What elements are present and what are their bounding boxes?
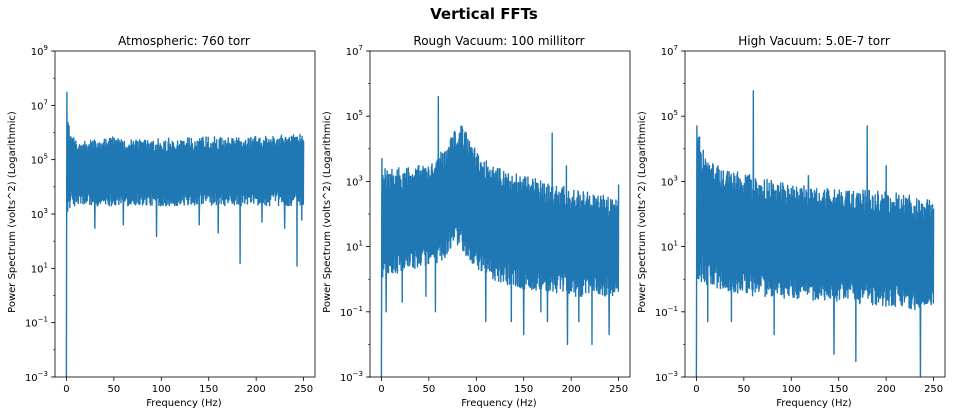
x-tick-label: 50 — [107, 384, 120, 395]
x-axis-label: Frequency (Hz) — [776, 398, 852, 409]
y-tick-label: 10−1 — [655, 305, 678, 319]
spectrum-line — [380, 95, 620, 377]
x-tick-label: 100 — [782, 384, 801, 395]
y-axis-label: Power Spectrum (volts^2) (Logarithmic) — [637, 111, 648, 313]
x-tick-label: 0 — [693, 384, 699, 395]
x-tick-label: 100 — [467, 384, 486, 395]
y-tick-label: 105 — [346, 109, 363, 123]
x-tick-label: 200 — [562, 384, 581, 395]
x-tick-label: 0 — [63, 384, 69, 395]
x-tick-label: 150 — [514, 384, 533, 395]
x-tick-label: 50 — [737, 384, 750, 395]
y-tick-label: 10−1 — [340, 305, 363, 319]
y-tick-label: 101 — [346, 240, 363, 254]
axes-frame — [54, 50, 316, 378]
x-tick-label: 250 — [924, 384, 943, 395]
x-tick-label: 50 — [422, 384, 435, 395]
y-tick-label: 105 — [661, 109, 678, 123]
y-tick-label: 101 — [661, 240, 678, 254]
figure-title: Vertical FFTs — [430, 5, 538, 23]
spectrum-line — [65, 91, 305, 377]
panel-rough-vacuum: Rough Vacuum: 100 millitorr Frequency (H… — [322, 34, 631, 409]
spectrum-line — [695, 90, 935, 377]
y-tick-label: 103 — [346, 174, 363, 188]
panel-atmospheric: Atmospheric: 760 torr Frequency (Hz) Pow… — [7, 34, 316, 409]
y-tick-label: 103 — [661, 174, 678, 188]
y-tick-label: 107 — [346, 44, 363, 58]
x-tick-label: 0 — [378, 384, 384, 395]
y-tick-label: 103 — [31, 207, 48, 221]
x-tick-label: 200 — [877, 384, 896, 395]
x-tick-label: 250 — [294, 384, 313, 395]
y-axis-label: Power Spectrum (volts^2) (Logarithmic) — [7, 111, 18, 313]
x-tick-label: 150 — [199, 384, 218, 395]
y-tick-label: 107 — [31, 98, 48, 112]
panel-title: Rough Vacuum: 100 millitorr — [413, 34, 584, 48]
x-tick-label: 150 — [829, 384, 848, 395]
x-tick-label: 100 — [152, 384, 171, 395]
x-axis-label: Frequency (Hz) — [461, 398, 537, 409]
y-tick-label: 101 — [31, 261, 48, 275]
y-tick-label: 107 — [661, 44, 678, 58]
y-tick-label: 10−3 — [340, 370, 363, 384]
panel-high-vacuum: High Vacuum: 5.0E-7 torr Frequency (Hz) … — [637, 34, 946, 409]
panel-title: High Vacuum: 5.0E-7 torr — [738, 34, 890, 48]
y-tick-label: 105 — [31, 153, 48, 167]
y-tick-label: 10−3 — [655, 370, 678, 384]
x-tick-label: 250 — [609, 384, 628, 395]
y-tick-label: 10−1 — [25, 316, 48, 330]
y-tick-label: 10−3 — [25, 370, 48, 384]
x-tick-label: 200 — [247, 384, 266, 395]
panel-title: Atmospheric: 760 torr — [118, 34, 250, 48]
y-axis-label: Power Spectrum (volts^2) (Logarithmic) — [322, 111, 333, 313]
y-tick-label: 109 — [31, 44, 48, 58]
x-axis-label: Frequency (Hz) — [146, 398, 222, 409]
